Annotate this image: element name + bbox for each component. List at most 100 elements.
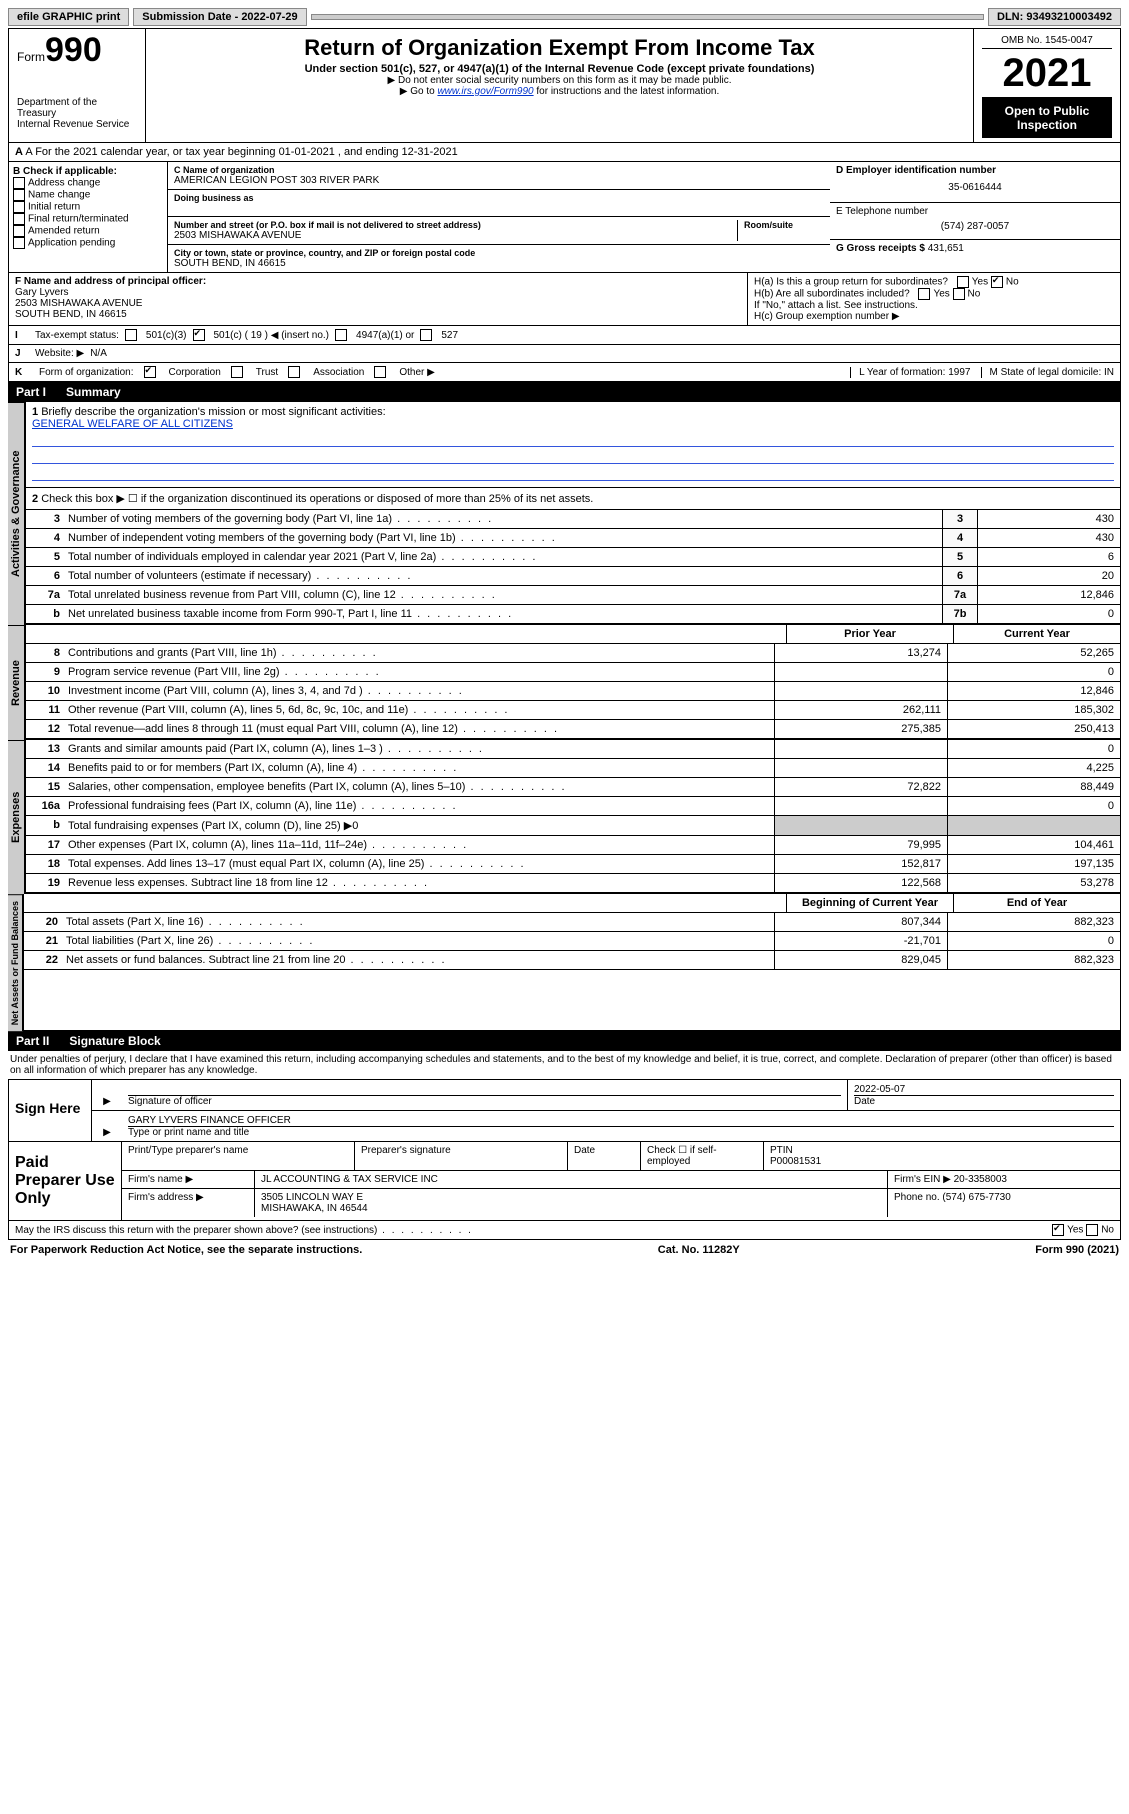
paid-preparer: Paid Preparer Use Only Print/Type prepar…	[8, 1142, 1121, 1221]
summary-row: bNet unrelated business taxable income f…	[26, 605, 1120, 624]
gross-value: 431,651	[928, 243, 964, 254]
firm-addr-label: Firm's address ▶	[122, 1189, 255, 1217]
arrow-icon: ▶	[92, 1111, 122, 1141]
omb-number: OMB No. 1545-0047	[982, 33, 1112, 49]
chk-final-return[interactable]: Final return/terminated	[28, 214, 129, 225]
ptin-label: PTIN	[770, 1145, 793, 1156]
opt-corp[interactable]: Corporation	[169, 367, 221, 378]
row-a: A A For the 2021 calendar year, or tax y…	[8, 143, 1121, 162]
summary-row: 12Total revenue—add lines 8 through 11 (…	[26, 720, 1120, 739]
part1-title: Summary	[66, 385, 121, 399]
sidelabel-ag: Activities & Governance	[8, 402, 25, 625]
form-subtitle: Under section 501(c), 527, or 4947(a)(1)…	[154, 63, 965, 75]
gross-label: G Gross receipts $	[836, 243, 928, 254]
summary-row: 22Net assets or fund balances. Subtract …	[24, 951, 1120, 970]
arrow-icon: ▶	[92, 1080, 122, 1110]
opt-assoc[interactable]: Association	[313, 367, 364, 378]
irs-link[interactable]: www.irs.gov/Form990	[437, 86, 533, 97]
form-title: Return of Organization Exempt From Incom…	[154, 35, 965, 61]
summary-row: 6Total number of volunteers (estimate if…	[26, 567, 1120, 586]
website-label: Website: ▶	[35, 348, 84, 359]
header-mid: Return of Organization Exempt From Incom…	[146, 29, 974, 142]
tax-year-range: A For the 2021 calendar year, or tax yea…	[25, 146, 457, 158]
firm-addr2: MISHAWAKA, IN 46544	[261, 1203, 368, 1214]
street-label: Number and street (or P.O. box if mail i…	[174, 220, 737, 230]
chk-initial-return[interactable]: Initial return	[28, 202, 80, 213]
form-org-label: Form of organization:	[39, 367, 134, 378]
website-value: N/A	[90, 348, 107, 359]
501c[interactable]: 501(c) ( 19 ) ◀ (insert no.)	[214, 330, 330, 341]
phone-label: E Telephone number	[836, 206, 1114, 217]
summary-row: 19Revenue less expenses. Subtract line 1…	[26, 874, 1120, 893]
sig-date-label: Date	[854, 1095, 1114, 1107]
chk-amended[interactable]: Amended return	[28, 226, 100, 237]
preparer-date-hdr: Date	[568, 1142, 641, 1170]
4947a1[interactable]: 4947(a)(1) or	[356, 330, 414, 341]
discuss-label: May the IRS discuss this return with the…	[15, 1225, 473, 1236]
netassets-section: Net Assets or Fund Balances Beginning of…	[8, 894, 1121, 1031]
summary-row: 21Total liabilities (Part X, line 26)-21…	[24, 932, 1120, 951]
summary-row: 9Program service revenue (Part VIII, lin…	[26, 663, 1120, 682]
year-header-na: Beginning of Current Year End of Year	[24, 894, 1120, 913]
col-b: B Check if applicable: Address change Na…	[9, 162, 168, 272]
part2-label: Part II	[16, 1034, 49, 1048]
summary-row: 11Other revenue (Part VIII, column (A), …	[26, 701, 1120, 720]
opt-trust[interactable]: Trust	[256, 367, 278, 378]
summary-row: 10Investment income (Part VIII, column (…	[26, 682, 1120, 701]
form-header: Form990 Department of the Treasury Inter…	[8, 28, 1121, 143]
form-number: 990	[45, 31, 102, 69]
row-fh: F Name and address of principal officer:…	[8, 273, 1121, 326]
part2-header: Part II Signature Block	[8, 1031, 1121, 1051]
mission-text: GENERAL WELFARE OF ALL CITIZENS	[32, 418, 233, 430]
form-label: Form	[17, 50, 45, 64]
527[interactable]: 527	[441, 330, 458, 341]
hdr-end: End of Year	[953, 894, 1120, 912]
summary-row: 13Grants and similar amounts paid (Part …	[26, 740, 1120, 759]
city-label: City or town, state or province, country…	[174, 248, 824, 258]
hdr-prior: Prior Year	[786, 625, 953, 643]
efile-button[interactable]: efile GRAPHIC print	[8, 8, 129, 26]
summary-row: 15Salaries, other compensation, employee…	[26, 778, 1120, 797]
sig-date: 2022-05-07	[854, 1084, 1114, 1095]
col-c: C Name of organization AMERICAN LEGION P…	[168, 162, 830, 272]
form-ref: Form 990 (2021)	[1035, 1244, 1119, 1256]
sig-name: GARY LYVERS FINANCE OFFICER	[128, 1115, 1114, 1126]
street-address: 2503 MISHAWAKA AVENUE	[174, 230, 737, 241]
year-header: Prior Year Current Year	[26, 625, 1120, 644]
header-left: Form990 Department of the Treasury Inter…	[9, 29, 146, 142]
501c3[interactable]: 501(c)(3)	[146, 330, 187, 341]
sign-here-label: Sign Here	[9, 1080, 92, 1141]
tax-exempt-label: Tax-exempt status:	[35, 330, 119, 341]
row-klm: K Form of organization: Corporation Trus…	[8, 363, 1121, 382]
sidelabel-rev: Revenue	[8, 625, 25, 740]
hb-label: H(b) Are all subordinates included?	[754, 289, 910, 300]
chk-application[interactable]: Application pending	[28, 238, 115, 249]
paid-title: Paid Preparer Use Only	[9, 1142, 122, 1220]
summary-row: 3Number of voting members of the governi…	[26, 510, 1120, 529]
officer-addr2: SOUTH BEND, IN 46615	[15, 309, 127, 320]
firm-phone: (574) 675-7730	[942, 1192, 1010, 1203]
dept-treasury: Department of the Treasury	[17, 97, 137, 119]
mission-block: 1 Briefly describe the organization's mi…	[26, 402, 1120, 488]
part1-header: Part I Summary	[8, 382, 1121, 402]
group-return: H(a) Is this a group return for subordin…	[748, 273, 1120, 325]
tax-year: 2021	[982, 49, 1112, 98]
self-employed-chk[interactable]: Check ☐ if self-employed	[641, 1142, 764, 1170]
summary-row: bTotal fundraising expenses (Part IX, co…	[26, 816, 1120, 836]
sidelabel-na: Net Assets or Fund Balances	[8, 894, 23, 1031]
submission-date: Submission Date - 2022-07-29	[133, 8, 306, 26]
cat-no: Cat. No. 11282Y	[658, 1244, 740, 1256]
officer-label: F Name and address of principal officer:	[15, 276, 206, 287]
penalty-text: Under penalties of perjury, I declare th…	[8, 1051, 1121, 1079]
opt-other[interactable]: Other ▶	[399, 367, 434, 378]
header-right: OMB No. 1545-0047 2021 Open to Public In…	[974, 29, 1120, 142]
sig-name-label: Type or print name and title	[128, 1126, 1114, 1138]
firm-ein-label: Firm's EIN ▶	[894, 1174, 951, 1185]
chk-address-change[interactable]: Address change	[28, 178, 100, 189]
discuss-row: May the IRS discuss this return with the…	[8, 1221, 1121, 1240]
chk-name-change[interactable]: Name change	[28, 190, 90, 201]
preparer-sig-hdr: Preparer's signature	[355, 1142, 568, 1170]
row-j: J Website: ▶ N/A	[8, 345, 1121, 363]
state-domicile: M State of legal domicile: IN	[981, 367, 1115, 378]
open-public: Open to Public Inspection	[982, 98, 1112, 138]
